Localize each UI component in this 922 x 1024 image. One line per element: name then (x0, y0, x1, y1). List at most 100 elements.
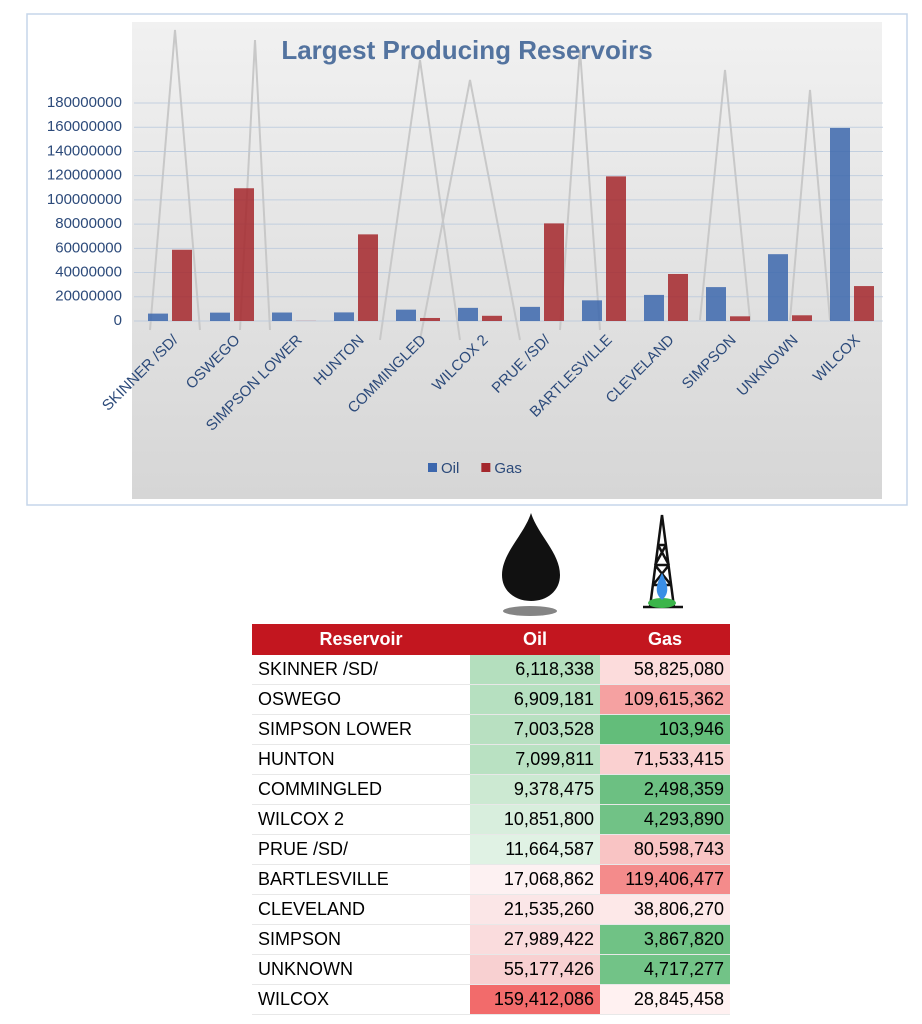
derricks (149, 29, 831, 341)
value-cell: 7,003,528 (470, 714, 600, 745)
bar (668, 274, 688, 321)
legend-swatch (481, 463, 491, 472)
value-cell: 80,598,743 (600, 834, 730, 865)
chart-title: Largest Producing Reservoirs (281, 35, 652, 65)
reservoir-cell: BARTLESVILLE (252, 864, 470, 895)
value-cell: 28,845,458 (600, 984, 730, 1015)
bar (606, 176, 626, 321)
table-row: SKINNER /SD/6,118,338 58,825,080 (252, 655, 730, 685)
value-cell: 71,533,415 (600, 744, 730, 775)
reservoir-cell: WILCOX 2 (252, 804, 470, 835)
value-cell: 4,717,277 (600, 954, 730, 985)
y-tick-label: 40000000 (55, 264, 122, 281)
header-cell: Gas (600, 624, 730, 655)
value-cell: 109,615,362 (600, 684, 730, 715)
y-tick-label: 60000000 (55, 239, 122, 256)
bar (830, 127, 850, 321)
bar (334, 312, 354, 321)
value-cell: 119,406,477 (600, 864, 730, 895)
table-row: COMMINGLED 9,378,475 2,498,359 (252, 774, 730, 805)
oil-drop-icon (502, 513, 560, 601)
icons (502, 513, 683, 616)
value-cell: 7,099,811 (470, 744, 600, 775)
y-tick-label: 140000000 (47, 142, 122, 159)
bar (544, 223, 564, 321)
table-row: SIMPSON 27,989,422 3,867,820 (252, 924, 730, 955)
table-row: OSWEGO 6,909,181 109,615,362 (252, 684, 730, 715)
bar (172, 249, 192, 321)
reservoir-cell: SIMPSON LOWER (252, 714, 470, 745)
legend-label: Oil (441, 460, 459, 477)
reservoir-cell: SIMPSON (252, 924, 470, 955)
header-cell: Reservoir (252, 624, 470, 655)
value-cell: 17,068,862 (470, 864, 600, 895)
background-photo (132, 22, 882, 499)
value-cell: 9,378,475 (470, 774, 600, 805)
y-tick-label: 0 (114, 312, 122, 329)
table-row: HUNTON 7,099,811 71,533,415 (252, 744, 730, 775)
value-cell: 27,989,422 (470, 924, 600, 955)
bar (358, 234, 378, 321)
oil-drop-shadow (503, 606, 557, 616)
bar (148, 313, 168, 321)
table-row: SIMPSON LOWER 7,003,528 103,946 (252, 714, 730, 745)
bar (210, 312, 230, 321)
value-cell: 4,293,890 (600, 804, 730, 835)
reservoir-cell: PRUE /SD/ (252, 834, 470, 865)
reservoir-cell: UNKNOWN (252, 954, 470, 985)
legend-swatch (428, 463, 437, 472)
table-row: PRUE /SD/11,664,587 80,598,743 (252, 834, 730, 865)
y-tick-label: 80000000 (55, 215, 122, 232)
value-cell: 2,498,359 (600, 774, 730, 805)
y-tick-label: 100000000 (47, 191, 122, 208)
value-cell: 103,946 (600, 714, 730, 745)
value-cell: 55,177,426 (470, 954, 600, 985)
table-row: BARTLESVILLE 17,068,862 119,406,477 (252, 864, 730, 895)
data-table: Reservoir Oil Gas SKINNER /SD/6,118,338 5… (252, 624, 730, 1015)
reservoir-cell: WILCOX (252, 984, 470, 1015)
table-row: WILCOX 2 10,851,800 4,293,890 (252, 804, 730, 835)
bar (420, 317, 440, 321)
reservoir-cell: OSWEGO (252, 684, 470, 715)
value-cell: 6,909,181 (470, 684, 600, 715)
reservoir-cell: HUNTON (252, 744, 470, 775)
value-cell: 3,867,820 (600, 924, 730, 955)
bar (520, 306, 540, 321)
bar (234, 188, 254, 321)
bar (854, 286, 874, 321)
legend-label: Gas (494, 460, 522, 477)
bar (768, 254, 788, 321)
bar (458, 307, 478, 321)
reservoir-cell: CLEVELAND (252, 894, 470, 925)
value-cell: 58,825,080 (600, 655, 730, 685)
header-row: Reservoir Oil Gas (252, 624, 730, 655)
table-row: UNKNOWN 55,177,426 4,717,277 (252, 954, 730, 985)
bar (482, 315, 502, 321)
bar (730, 316, 750, 321)
value-cell: 6,118,338 (470, 655, 600, 685)
value-cell: 159,412,086 (470, 984, 600, 1015)
y-tick-label: 120000000 (47, 167, 122, 184)
y-tick-label: 160000000 (47, 118, 122, 135)
chart: Largest Producing Reservoirs 0 20000000 40… (26, 13, 908, 506)
y-tick-label: 20000000 (55, 288, 122, 305)
reservoir-cell: SKINNER /SD/ (252, 655, 470, 685)
table-row: CLEVELAND 21,535,260 38,806,270 (252, 894, 730, 925)
bar (272, 312, 292, 321)
value-cell: 21,535,260 (470, 894, 600, 925)
header-cell: Oil (470, 624, 600, 655)
gas-base (648, 598, 676, 608)
reservoir-cell: COMMINGLED (252, 774, 470, 805)
bar (396, 309, 416, 321)
y-tick-label: 180000000 (47, 94, 122, 111)
value-cell: 38,806,270 (600, 894, 730, 925)
table-row: WILCOX 159,412,086 28,845,458 (252, 984, 730, 1015)
bar (644, 294, 664, 321)
bar (582, 300, 602, 321)
bar (792, 315, 812, 321)
value-cell: 11,664,587 (470, 834, 600, 865)
value-cell: 10,851,800 (470, 804, 600, 835)
bar (706, 287, 726, 321)
gas-flame (656, 573, 668, 600)
